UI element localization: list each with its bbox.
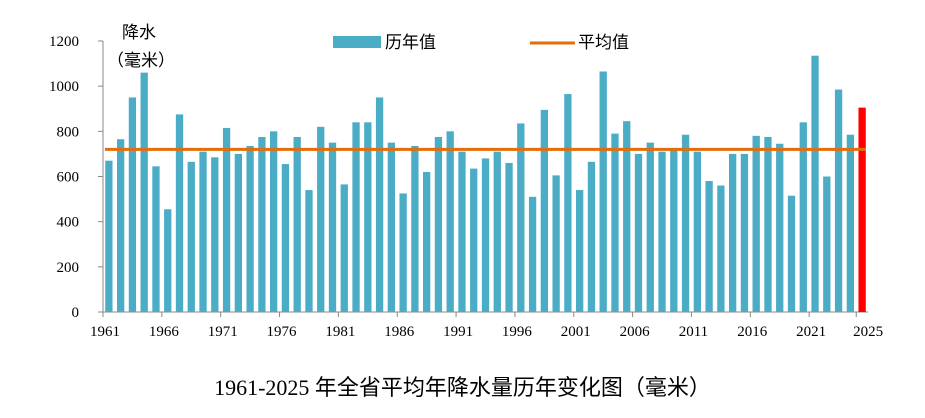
y-axis-label-line1: 降水 [122, 23, 156, 43]
x-tick-label: 1986 [384, 324, 415, 340]
bar-1983 [364, 122, 372, 312]
chart-caption: 1961-2025 年全省平均年降水量历年变化图（毫米） [214, 375, 711, 400]
legend-line-label: 平均值 [578, 33, 629, 53]
bar-1973 [246, 146, 254, 312]
bar-2023 [834, 89, 843, 312]
bar-2025 [858, 107, 866, 312]
bar-2005 [623, 121, 631, 312]
bar-2001 [576, 190, 584, 312]
bar-2021 [811, 55, 819, 312]
bar-2003 [599, 71, 607, 312]
bar-2017 [764, 136, 772, 312]
bar-1981 [340, 184, 348, 312]
y-tick-label: 400 [57, 215, 80, 231]
bar-2007 [646, 142, 654, 312]
bar-1992 [470, 168, 478, 312]
bar-2008 [658, 151, 666, 312]
bar-1961 [105, 160, 113, 312]
bar-1963 [128, 97, 137, 312]
bar-2022 [823, 176, 831, 312]
bar-1966 [164, 209, 172, 312]
bar-1998 [540, 109, 548, 312]
bar-1965 [152, 166, 160, 312]
bar-1976 [281, 164, 290, 312]
x-tick-label: 1966 [149, 324, 180, 340]
bar-2009 [670, 149, 678, 312]
bar-1977 [293, 136, 301, 312]
y-tick-label: 1200 [49, 34, 79, 50]
y-axis: 0 200 400 600 800 1000 1200 [49, 34, 104, 321]
bar-2011 [693, 151, 701, 312]
bar-1979 [317, 126, 325, 312]
x-tick-label: 2006 [620, 324, 651, 340]
x-tick-label: 1996 [502, 324, 533, 340]
bar-1989 [434, 136, 443, 312]
x-tick-label: 1991 [443, 324, 473, 340]
y-axis-label-line2: （毫米） [107, 51, 175, 71]
x-tick-label: 1976 [267, 324, 298, 340]
x-tick-label: 2016 [737, 324, 768, 340]
y-tick-label: 600 [57, 170, 80, 186]
bar-2014 [729, 153, 737, 312]
bar-2020 [799, 122, 807, 312]
bar-1962 [117, 139, 125, 312]
y-tick-label: 1000 [49, 79, 79, 95]
x-tick-label: 2001 [561, 324, 591, 340]
bar-2019 [787, 195, 796, 312]
bar-1996 [517, 123, 525, 312]
bar-1970 [211, 157, 219, 312]
x-tick-label: 1981 [325, 324, 355, 340]
bar-1997 [528, 196, 537, 312]
bar-1984 [375, 97, 384, 312]
bar-1994 [493, 151, 501, 312]
bar-2018 [776, 143, 784, 312]
bar-1999 [552, 175, 560, 312]
bar-1982 [352, 122, 360, 312]
bar-1990 [446, 131, 454, 312]
bar-2016 [752, 135, 760, 312]
bar-2012 [705, 181, 713, 312]
bar-1995 [505, 162, 513, 312]
bar-1974 [258, 136, 266, 312]
y-tick-label: 800 [57, 124, 80, 140]
bar-2004 [611, 133, 619, 312]
bar-2000 [564, 94, 572, 312]
bar-2013 [717, 185, 725, 312]
bar-1967 [175, 114, 184, 312]
bar-1988 [423, 171, 431, 312]
x-tick-label: 1961 [90, 324, 120, 340]
bar-2002 [587, 161, 596, 312]
legend-bar-label: 历年值 [385, 33, 436, 53]
bar-1980 [328, 142, 337, 312]
bar-1986 [399, 193, 407, 312]
x-tick-label: 1971 [208, 324, 238, 340]
bar-1975 [270, 131, 278, 312]
legend-bar-swatch [333, 36, 381, 48]
bar-1969 [199, 151, 207, 312]
bar-1991 [458, 151, 466, 312]
x-tick-label: 2021 [796, 324, 826, 340]
bar-2024 [846, 134, 854, 312]
bar-1971 [222, 127, 231, 312]
bar-1972 [234, 153, 242, 312]
y-tick-label: 0 [72, 305, 80, 321]
bar-2010 [681, 134, 690, 312]
bar-2015 [740, 153, 749, 312]
bar-series [105, 55, 866, 312]
bar-1987 [411, 146, 419, 312]
bar-1985 [387, 142, 395, 312]
y-tick-label: 200 [57, 260, 80, 276]
bar-1978 [305, 190, 313, 312]
bar-1993 [481, 158, 490, 312]
x-tick-label: 2025 [853, 324, 883, 340]
x-axis: 1961 1966 1971 1976 1981 1986 1991 1996 2001 2006… [90, 311, 883, 340]
bar-2006 [634, 153, 643, 312]
x-tick-label: 2011 [679, 324, 708, 340]
legend: 历年值 平均值 [333, 33, 629, 53]
bar-1964 [140, 72, 148, 312]
bar-1968 [187, 161, 195, 312]
